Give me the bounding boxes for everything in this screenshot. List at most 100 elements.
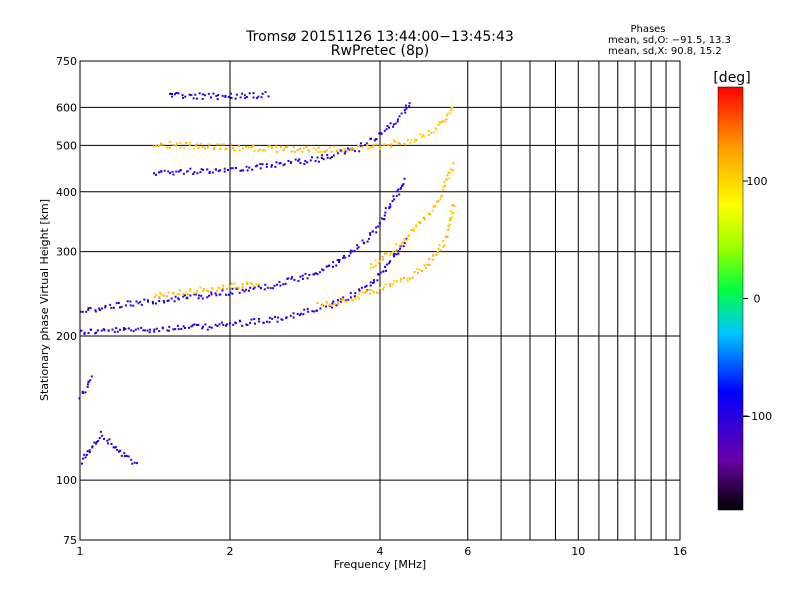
data-point <box>83 331 86 334</box>
data-point <box>279 145 282 148</box>
data-point <box>369 281 372 284</box>
data-point <box>367 147 370 150</box>
data-point <box>253 318 256 320</box>
data-point <box>168 146 171 149</box>
data-point <box>135 300 138 303</box>
data-point <box>157 145 160 147</box>
data-point <box>282 149 285 152</box>
data-point <box>396 280 399 283</box>
data-point <box>297 279 300 282</box>
data-point <box>394 140 397 143</box>
data-point <box>444 236 447 239</box>
data-point <box>302 313 305 316</box>
data-point <box>447 228 450 231</box>
data-point <box>428 258 431 261</box>
data-point <box>189 167 192 170</box>
data-point <box>445 118 448 121</box>
data-point <box>404 239 407 242</box>
data-point <box>438 121 441 124</box>
data-point <box>266 320 268 323</box>
data-point <box>221 94 224 97</box>
data-point <box>245 165 248 168</box>
data-point <box>403 242 406 245</box>
chart-title: Tromsø 20151126 13:44:00−13:45:43 <box>245 29 514 45</box>
data-point <box>226 288 228 290</box>
colorbar-gradient <box>717 86 744 511</box>
data-point <box>359 142 362 145</box>
data-point <box>170 297 173 300</box>
data-point <box>403 109 406 112</box>
data-point <box>224 94 227 97</box>
data-point <box>332 265 334 268</box>
data-point <box>362 291 365 294</box>
data-point <box>188 93 191 96</box>
data-point <box>360 286 363 289</box>
data-point <box>378 148 381 150</box>
colorbar-tick-label: 100 <box>747 175 768 188</box>
data-point <box>137 327 140 330</box>
data-point <box>292 312 295 315</box>
data-point <box>255 283 258 286</box>
data-point <box>268 316 271 319</box>
data-point <box>346 149 349 152</box>
data-point <box>172 328 175 331</box>
data-point <box>446 235 449 238</box>
data-point <box>193 323 196 326</box>
data-point <box>238 291 241 294</box>
data-point <box>357 297 360 300</box>
data-point <box>375 231 378 234</box>
data-point <box>117 302 120 304</box>
data-point <box>258 283 260 286</box>
data-point <box>252 285 255 288</box>
data-point <box>198 294 200 297</box>
data-point <box>296 149 299 152</box>
data-point <box>253 149 256 152</box>
data-point <box>292 316 295 319</box>
data-point <box>258 317 260 320</box>
data-point <box>132 330 135 333</box>
data-point <box>87 308 90 311</box>
data-point <box>344 300 347 303</box>
data-point <box>160 293 163 296</box>
data-point <box>370 137 373 140</box>
data-point <box>195 323 198 326</box>
data-point <box>321 150 324 153</box>
data-point <box>249 321 251 324</box>
data-point <box>264 283 267 286</box>
data-point <box>401 241 404 244</box>
data-point <box>449 217 452 220</box>
data-point <box>103 329 106 332</box>
data-point <box>370 266 373 269</box>
data-point <box>378 132 381 135</box>
data-point <box>243 290 246 293</box>
data-point <box>276 320 279 323</box>
data-point <box>337 303 340 306</box>
data-point <box>358 150 361 153</box>
data-point <box>406 238 409 241</box>
data-point <box>82 392 85 394</box>
data-point <box>379 271 382 274</box>
data-point <box>423 135 426 138</box>
data-point <box>96 329 99 332</box>
data-point <box>229 92 232 95</box>
data-point <box>408 277 411 280</box>
data-point <box>246 169 249 172</box>
data-point <box>113 330 116 333</box>
data-point <box>443 184 446 187</box>
data-point <box>269 287 272 290</box>
data-point <box>241 324 244 327</box>
data-point <box>216 143 219 146</box>
data-point <box>292 146 295 149</box>
data-point <box>198 92 201 95</box>
data-point <box>421 136 424 139</box>
data-point <box>432 205 435 208</box>
data-point <box>95 441 98 443</box>
data-point <box>210 287 213 290</box>
data-point <box>369 146 372 149</box>
data-point <box>201 297 204 300</box>
data-point <box>408 105 411 108</box>
data-point <box>358 292 361 295</box>
data-point <box>323 150 326 153</box>
data-point <box>443 181 446 183</box>
data-point <box>350 299 353 302</box>
